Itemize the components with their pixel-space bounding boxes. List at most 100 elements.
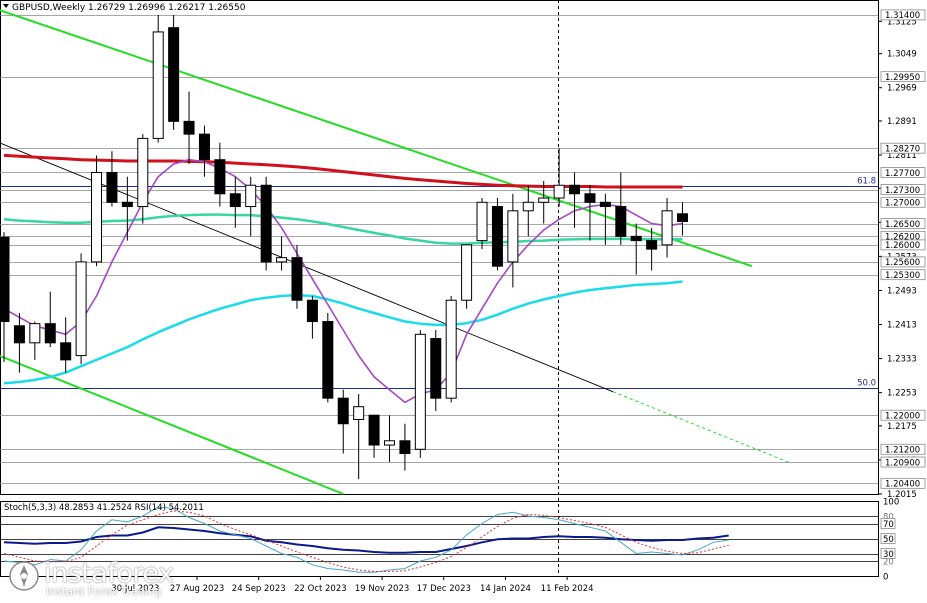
candle-body — [430, 338, 442, 399]
chart-header: GBPUSD,Weekly 1.26729 1.26996 1.26217 1.… — [3, 3, 246, 13]
candle-body — [584, 193, 596, 203]
price-level-box — [880, 184, 926, 195]
candle — [291, 244, 303, 309]
price-level-label: 1.27000 — [885, 199, 920, 209]
candle-body — [399, 440, 411, 455]
candle-body — [276, 257, 288, 263]
price-levels — [0, 15, 878, 484]
candle-body — [91, 171, 103, 263]
instaforex-watermark: instaforex Instant Forex Trading — [8, 558, 208, 598]
time-tick-label: 14 Jan 2024 — [480, 584, 531, 594]
candle-body — [152, 31, 164, 139]
time-tick-label: 11 Feb 2024 — [541, 584, 594, 594]
candle-body — [599, 201, 611, 208]
oscillator-level-box — [880, 533, 896, 544]
candle-body — [214, 159, 226, 195]
candle — [476, 198, 488, 250]
candle — [106, 151, 118, 207]
candle — [121, 176, 133, 241]
price-tick-label: 1.3125 — [887, 17, 917, 27]
candle — [630, 223, 642, 275]
candle-body — [137, 137, 149, 208]
price-tick-label: 1.2811 — [887, 151, 917, 161]
candle — [368, 414, 380, 458]
candle-body — [60, 342, 72, 361]
price-level-label: 1.26200 — [885, 233, 920, 243]
candle-body — [29, 323, 41, 344]
price-tick-label: 1.2015 — [887, 490, 917, 500]
oscillator-tick-label: 20 — [883, 557, 894, 567]
candle — [414, 330, 426, 458]
collapse-triangle-icon — [3, 4, 9, 8]
price-level-box — [880, 443, 926, 455]
price-level-label: 1.20900 — [885, 458, 920, 468]
candle — [337, 389, 349, 454]
instaforex-logo-icon — [9, 561, 39, 591]
candle-body — [229, 193, 241, 208]
candle-body — [461, 244, 473, 301]
price-level-label: 1.25600 — [885, 258, 920, 268]
candle — [306, 295, 318, 339]
candle-body — [106, 171, 118, 203]
watermark-subtitle: Instant Forex Trading — [46, 585, 162, 598]
candle-body — [445, 299, 457, 399]
price-level-box — [880, 409, 926, 421]
candle-body — [630, 235, 642, 242]
price-level-label: 1.22000 — [885, 412, 920, 422]
chart-title: GBPUSD,Weekly 1.26729 1.26996 1.26217 1.… — [12, 3, 246, 13]
price-level-box — [880, 196, 926, 208]
candle-body — [553, 184, 565, 199]
candle-body — [198, 133, 210, 161]
candle — [60, 317, 72, 373]
price-tick-label: 1.2969 — [887, 84, 917, 94]
candle — [384, 415, 395, 463]
candle-body — [507, 210, 519, 263]
ma-violet-line — [3, 158, 683, 404]
time-tick-label: 30 Jul 2023 — [111, 584, 159, 594]
fib-level-label: 61.8 — [857, 177, 876, 187]
candle-body — [353, 406, 365, 420]
candle — [461, 244, 473, 309]
candle-body — [306, 299, 318, 323]
price-level-label: 1.31400 — [885, 11, 920, 21]
trendline — [612, 391, 791, 464]
oscillator-tick-label: 70 — [883, 520, 894, 530]
price-level-label: 1.26500 — [885, 220, 920, 230]
candle — [229, 176, 241, 228]
price-tick-label: 1.2253 — [887, 389, 917, 399]
fib-level-label: 50.0 — [857, 379, 876, 389]
price-level-label: 1.21200 — [885, 446, 920, 456]
price-axis: 1.31251.30491.29691.28911.28111.27331.26… — [878, 9, 926, 500]
candle — [29, 321, 41, 360]
candle — [676, 202, 688, 236]
candle-body — [121, 201, 133, 208]
trendline — [0, 354, 344, 495]
candle — [646, 227, 658, 271]
price-level-label: 1.26000 — [885, 241, 920, 251]
candle-body — [414, 333, 426, 450]
candle — [168, 14, 180, 130]
ma-green-line — [3, 213, 683, 245]
candle-body — [646, 240, 658, 250]
candle — [75, 253, 87, 365]
time-tick-label: 17 Dec 2023 — [417, 584, 471, 594]
candle — [430, 330, 442, 411]
price-tick-label: 1.2891 — [887, 117, 917, 127]
candle-body — [522, 201, 534, 212]
price-tick-label: 1.2175 — [887, 422, 917, 432]
time-tick-label: 19 Nov 2023 — [355, 584, 409, 594]
candle-body — [322, 321, 334, 399]
price-level-box — [880, 269, 926, 281]
candle — [599, 193, 611, 245]
candle — [276, 236, 288, 271]
candle — [584, 185, 596, 241]
candle — [553, 148, 565, 207]
candle — [245, 176, 257, 237]
candle-body — [615, 206, 627, 237]
oscillator-tick-label: 80 — [883, 512, 894, 522]
time-tick-label: 24 Sep 2023 — [232, 584, 286, 594]
oscillator-tick-label: 100 — [883, 497, 899, 507]
price-level-label: 1.27700 — [885, 169, 920, 179]
